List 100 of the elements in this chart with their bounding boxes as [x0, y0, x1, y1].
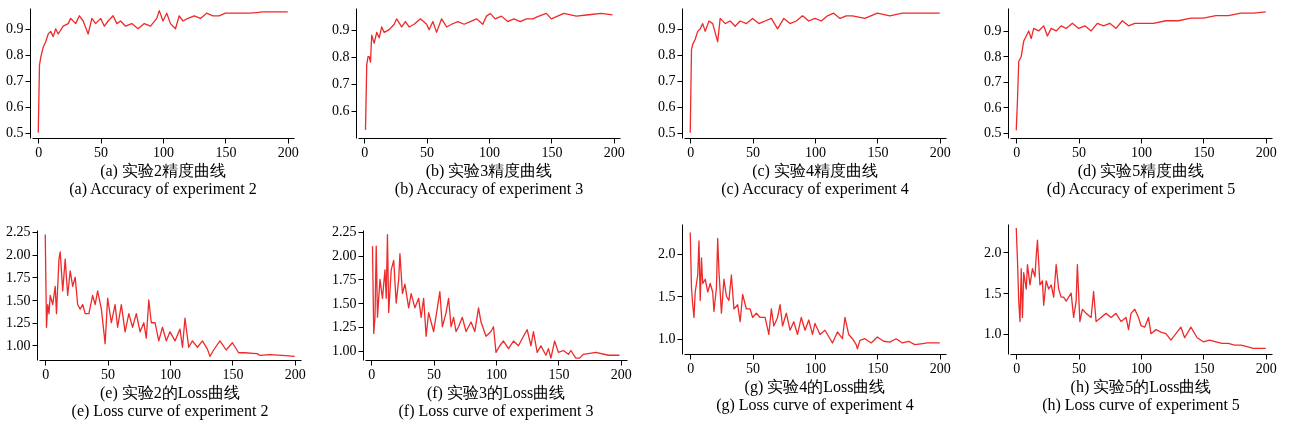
y-tick-label: 0.9: [6, 21, 24, 37]
y-tick-label: 1.50: [6, 292, 31, 308]
y-tick-label: 0.8: [658, 47, 676, 63]
y-tick-label: 0.9: [984, 23, 1002, 39]
line-series: [371, 234, 621, 359]
x-tick-label: 100: [1131, 144, 1152, 160]
y-tick-label: 0.5: [6, 125, 24, 141]
x-tick-label: 200: [1255, 144, 1277, 160]
line-series: [689, 231, 941, 350]
x-tick-label: 150: [1193, 144, 1215, 160]
x-tick-label: 50: [746, 360, 761, 376]
y-tick-label: 2.25: [6, 224, 31, 240]
text: (c) Accuracy of experiment 4: [721, 180, 909, 198]
y-tick-label: 1.00: [6, 337, 31, 353]
text: (h) 实验5的Loss曲线: [1070, 378, 1212, 396]
y-tick-label: 0.9: [658, 21, 676, 37]
x-tick-label: 200: [610, 366, 632, 382]
y-tick-label: 2.00: [332, 248, 357, 264]
y-tick-label: 0.5: [984, 125, 1002, 141]
y-tick-label: 0.6: [984, 99, 1002, 115]
x-tick-label: 0: [687, 360, 695, 376]
y-tick-label: 1.5: [984, 285, 1002, 301]
x-tick-label: 100: [1131, 360, 1152, 376]
text: (d) Accuracy of experiment 5: [1046, 180, 1236, 198]
text: (a) 实验2精度曲线: [100, 162, 226, 180]
x-tick-label: 100: [805, 360, 826, 376]
x-tick-label: 200: [603, 144, 625, 160]
y-tick-label: 2.0: [658, 246, 676, 262]
x-tick-label: 100: [479, 144, 500, 160]
x-tick-label: 100: [805, 144, 826, 160]
x-tick-label: 50: [1072, 144, 1087, 160]
y-tick-label: 0.7: [658, 73, 676, 89]
x-tick-label: 50: [746, 144, 761, 160]
y-tick-label: 1.5: [658, 288, 676, 304]
y-tick-label: 0.5: [658, 125, 676, 141]
x-tick-label: 100: [153, 144, 174, 160]
text: (f) Loss curve of experiment 3: [398, 402, 594, 420]
y-tick-label: 0.7: [984, 74, 1002, 90]
x-tick-label: 0: [1013, 360, 1021, 376]
x-tick-label: 50: [427, 366, 442, 382]
x-tick-label: 200: [929, 144, 951, 160]
text: (g) 实验4的Loss曲线: [744, 378, 886, 396]
line-series: [1015, 227, 1267, 349]
y-tick-label: 0.8: [332, 49, 350, 65]
x-tick-label: 50: [94, 144, 109, 160]
text: (a) Accuracy of experiment 2: [69, 180, 257, 198]
y-tick-label: 1.00: [332, 343, 357, 359]
text: (f) 实验3的Loss曲线: [426, 384, 566, 402]
x-tick-label: 150: [867, 360, 889, 376]
y-tick-label: 0.6: [332, 103, 350, 119]
x-tick-label: 0: [1013, 144, 1021, 160]
y-tick-label: 0.9: [332, 22, 350, 38]
y-tick-label: 1.25: [332, 319, 357, 335]
text: (e) 实验2的Loss曲线: [100, 384, 240, 402]
x-tick-label: 100: [486, 366, 507, 382]
y-tick-label: 2.00: [6, 247, 31, 263]
y-tick-label: 1.50: [332, 295, 357, 311]
x-tick-label: 50: [1072, 360, 1087, 376]
x-tick-label: 200: [1255, 360, 1277, 376]
text: (h) Loss curve of experiment 5: [1042, 396, 1240, 414]
x-tick-label: 50: [101, 366, 116, 382]
x-tick-label: 200: [277, 144, 299, 160]
x-tick-label: 0: [687, 144, 695, 160]
y-tick-label: 1.25: [6, 315, 31, 331]
line-series: [1015, 11, 1267, 131]
y-tick-label: 2.0: [984, 244, 1002, 260]
x-tick-label: 0: [35, 144, 43, 160]
x-tick-label: 150: [1193, 360, 1215, 376]
text: (g) Loss curve of experiment 4: [716, 396, 914, 414]
text: (b) 实验3精度曲线: [425, 162, 553, 180]
x-tick-label: 0: [361, 144, 369, 160]
text: (d) 实验5精度曲线: [1077, 162, 1205, 180]
y-tick-label: 0.7: [6, 73, 24, 89]
x-tick-label: 0: [42, 366, 50, 382]
y-tick-label: 0.6: [6, 99, 24, 115]
line-series: [44, 233, 296, 358]
line-series: [689, 12, 941, 134]
x-tick-label: 100: [160, 366, 181, 382]
y-tick-label: 1.0: [984, 326, 1002, 342]
line-series: [37, 9, 289, 134]
x-tick-label: 150: [215, 144, 237, 160]
x-tick-label: 200: [284, 366, 306, 382]
x-tick-label: 0: [368, 366, 376, 382]
x-tick-label: 150: [222, 366, 244, 382]
x-tick-label: 50: [420, 144, 435, 160]
text: (e) Loss curve of experiment 2: [71, 402, 269, 420]
y-tick-label: 0.7: [332, 76, 350, 92]
y-tick-label: 0.8: [984, 48, 1002, 64]
y-tick-label: 1.75: [332, 271, 357, 287]
text: (c) 实验4精度曲线: [752, 162, 878, 180]
x-tick-label: 150: [867, 144, 889, 160]
y-tick-label: 1.75: [6, 269, 31, 285]
y-tick-label: 1.0: [658, 331, 676, 347]
y-tick-label: 0.8: [6, 47, 24, 63]
x-tick-label: 200: [929, 360, 951, 376]
x-tick-label: 150: [548, 366, 570, 382]
text: (b) Accuracy of experiment 3: [394, 180, 584, 198]
y-tick-label: 2.25: [332, 224, 357, 240]
y-tick-label: 0.6: [658, 99, 676, 115]
x-tick-label: 150: [541, 144, 563, 160]
